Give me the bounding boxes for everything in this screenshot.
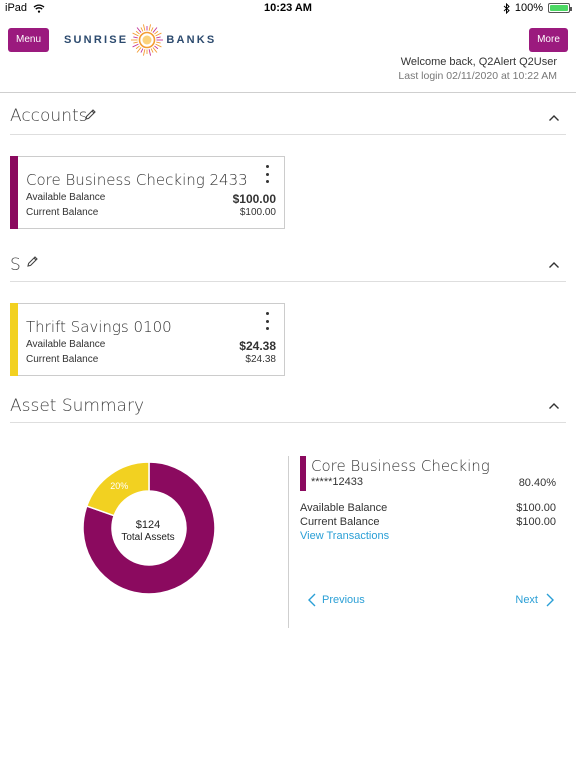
account-name: Core Business Checking 2433 xyxy=(26,171,248,189)
previous-button[interactable]: Previous xyxy=(308,593,365,607)
chevron-left-icon xyxy=(308,593,316,607)
wifi-icon xyxy=(33,3,45,13)
next-button[interactable]: Next xyxy=(515,593,554,607)
donut-slice-checking[interactable] xyxy=(82,461,216,595)
available-balance-label: Available Balance xyxy=(26,192,106,203)
header-divider xyxy=(0,92,576,93)
detail-available-row: Available Balance $100.00 xyxy=(300,502,556,514)
slice-label: 80% xyxy=(170,595,188,599)
pencil-icon[interactable] xyxy=(26,255,39,268)
detail-current-value: $100.00 xyxy=(516,516,556,528)
previous-label: Previous xyxy=(322,594,365,606)
account-card-savings[interactable]: Thrift Savings 0100 Available Balance $2… xyxy=(10,303,285,376)
asset-donut-chart[interactable]: 80% 20% xyxy=(78,457,220,599)
status-right: 100% xyxy=(503,2,572,14)
battery-icon xyxy=(548,3,572,13)
total-assets-label: Total Assets xyxy=(121,532,175,543)
pencil-icon[interactable] xyxy=(84,108,97,121)
asset-summary-title: Asset Summary xyxy=(10,396,145,416)
more-button[interactable]: More xyxy=(529,28,568,52)
menu-button[interactable]: Menu xyxy=(8,28,49,52)
welcome-message: Welcome back, Q2Alert Q2User xyxy=(400,56,557,68)
donut-slice-savings[interactable] xyxy=(85,461,150,517)
available-balance-row: Available Balance $100.00 xyxy=(26,192,276,206)
logo-text-banks: BANKS xyxy=(166,34,217,46)
current-balance-label: Current Balance xyxy=(26,354,99,365)
available-balance-label: Available Balance xyxy=(26,339,106,350)
detail-percent: 80.40% xyxy=(518,477,556,489)
status-left: iPad xyxy=(5,2,45,14)
chevron-up-icon[interactable] xyxy=(548,112,560,124)
current-balance-label: Current Balance xyxy=(26,207,99,218)
detail-color-stripe xyxy=(300,456,306,491)
current-balance-row: Current Balance $100.00 xyxy=(26,207,276,218)
card-stripe xyxy=(10,156,18,229)
account-card-checking[interactable]: Core Business Checking 2433 Available Ba… xyxy=(10,156,285,229)
current-balance-value: $24.38 xyxy=(245,354,276,365)
section-divider xyxy=(10,281,566,282)
current-balance-row: Current Balance $24.38 xyxy=(26,354,276,365)
status-time: 10:23 AM xyxy=(264,2,312,14)
bluetooth-icon xyxy=(503,2,510,14)
view-transactions-link[interactable]: View Transactions xyxy=(300,530,390,542)
card-stripe xyxy=(10,303,18,376)
detail-account-name: Core Business Checking xyxy=(311,457,490,475)
kebab-menu-icon[interactable] xyxy=(264,312,270,330)
detail-account-number: *****12433 xyxy=(311,476,363,488)
sunrise-banks-logo: SUNRISE BANKS xyxy=(64,22,216,58)
chevron-up-icon[interactable] xyxy=(548,259,560,271)
savings-group-title: S xyxy=(10,255,21,275)
slice-label: 20% xyxy=(110,481,128,491)
detail-available-label: Available Balance xyxy=(300,502,388,514)
status-bar: iPad 10:23 AM 100% xyxy=(0,0,576,18)
sunburst-logo-icon xyxy=(131,24,164,56)
device-name: iPad xyxy=(5,2,28,14)
section-divider xyxy=(10,422,566,423)
total-assets-amount: $124 xyxy=(135,519,161,531)
summary-divider xyxy=(288,456,289,628)
account-name: Thrift Savings 0100 xyxy=(26,318,172,336)
next-label: Next xyxy=(515,594,538,606)
battery-percent: 100% xyxy=(514,2,543,14)
available-balance-row: Available Balance $24.38 xyxy=(26,339,276,353)
kebab-menu-icon[interactable] xyxy=(264,165,270,183)
last-login: Last login 02/11/2020 at 10:22 AM xyxy=(398,70,557,82)
logo-text-sunrise: SUNRISE xyxy=(64,34,129,46)
detail-available-value: $100.00 xyxy=(516,502,556,514)
available-balance-value: $24.38 xyxy=(239,339,276,353)
chevron-right-icon xyxy=(546,593,554,607)
detail-current-row: Current Balance $100.00 xyxy=(300,516,556,528)
section-divider xyxy=(10,134,566,135)
detail-current-label: Current Balance xyxy=(300,516,380,528)
chevron-up-icon[interactable] xyxy=(548,400,560,412)
accounts-section-title: Accounts xyxy=(10,106,88,126)
current-balance-value: $100.00 xyxy=(239,207,276,218)
available-balance-value: $100.00 xyxy=(232,192,276,206)
